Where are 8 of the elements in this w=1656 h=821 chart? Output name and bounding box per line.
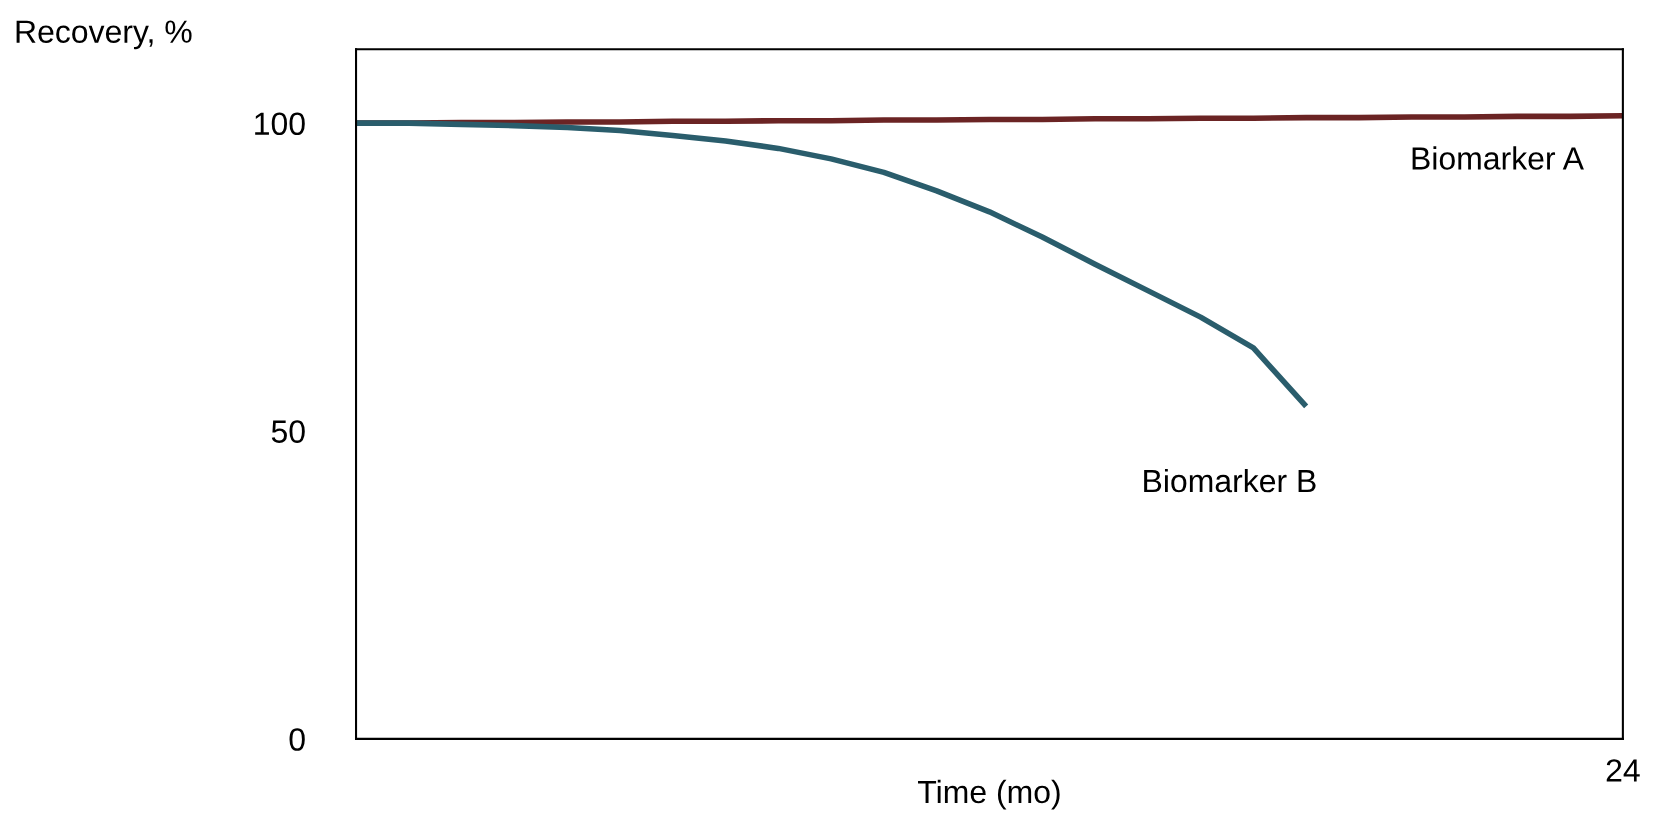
y-tick-label: 0 xyxy=(289,728,305,751)
series-label: Biomarker A xyxy=(1412,146,1584,170)
series-label: Biomarker B xyxy=(1144,468,1316,493)
y-axis-title: Recovery, % xyxy=(16,20,192,50)
y-tick-label: 100 xyxy=(255,112,305,136)
x-tick-label: 24 xyxy=(1606,759,1640,782)
x-axis-title: Time (mo) xyxy=(918,779,1060,810)
y-tick-label: 50 xyxy=(271,420,305,443)
